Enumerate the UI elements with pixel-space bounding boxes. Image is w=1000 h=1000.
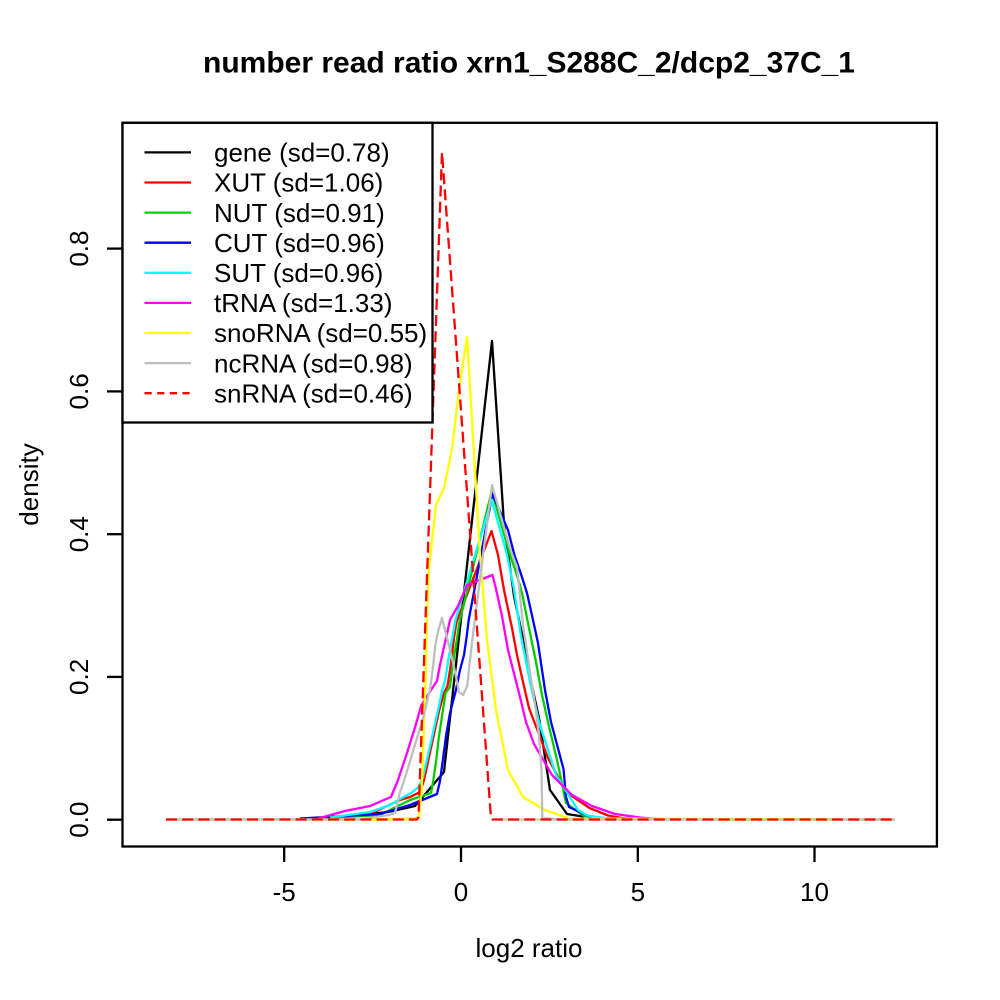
svg-text:NUT (sd=0.91): NUT (sd=0.91) [214,198,385,228]
svg-text:CUT (sd=0.96): CUT (sd=0.96) [214,228,385,258]
svg-text:gene (sd=0.78): gene (sd=0.78) [214,138,390,168]
svg-text:SUT (sd=0.96): SUT (sd=0.96) [214,258,383,288]
svg-text:-5: -5 [273,877,296,907]
svg-text:0.8: 0.8 [64,231,94,267]
svg-text:0.4: 0.4 [64,516,94,552]
svg-text:snRNA (sd=0.46): snRNA (sd=0.46) [214,378,413,408]
svg-text:0.6: 0.6 [64,373,94,409]
svg-text:ncRNA (sd=0.98): ncRNA (sd=0.98) [214,348,413,378]
svg-text:number read ratio xrn1_S288C_2: number read ratio xrn1_S288C_2/dcp2_37C_… [203,47,855,80]
svg-text:tRNA (sd=1.33): tRNA (sd=1.33) [214,288,392,318]
svg-text:0: 0 [454,877,468,907]
svg-text:snoRNA (sd=0.55): snoRNA (sd=0.55) [214,318,427,348]
svg-text:log2 ratio: log2 ratio [476,933,583,963]
svg-text:XUT (sd=1.06): XUT (sd=1.06) [214,168,383,198]
svg-text:0.2: 0.2 [64,659,94,695]
svg-text:5: 5 [631,877,645,907]
svg-text:0.0: 0.0 [64,802,94,838]
svg-text:density: density [14,443,44,525]
svg-text:10: 10 [800,877,829,907]
